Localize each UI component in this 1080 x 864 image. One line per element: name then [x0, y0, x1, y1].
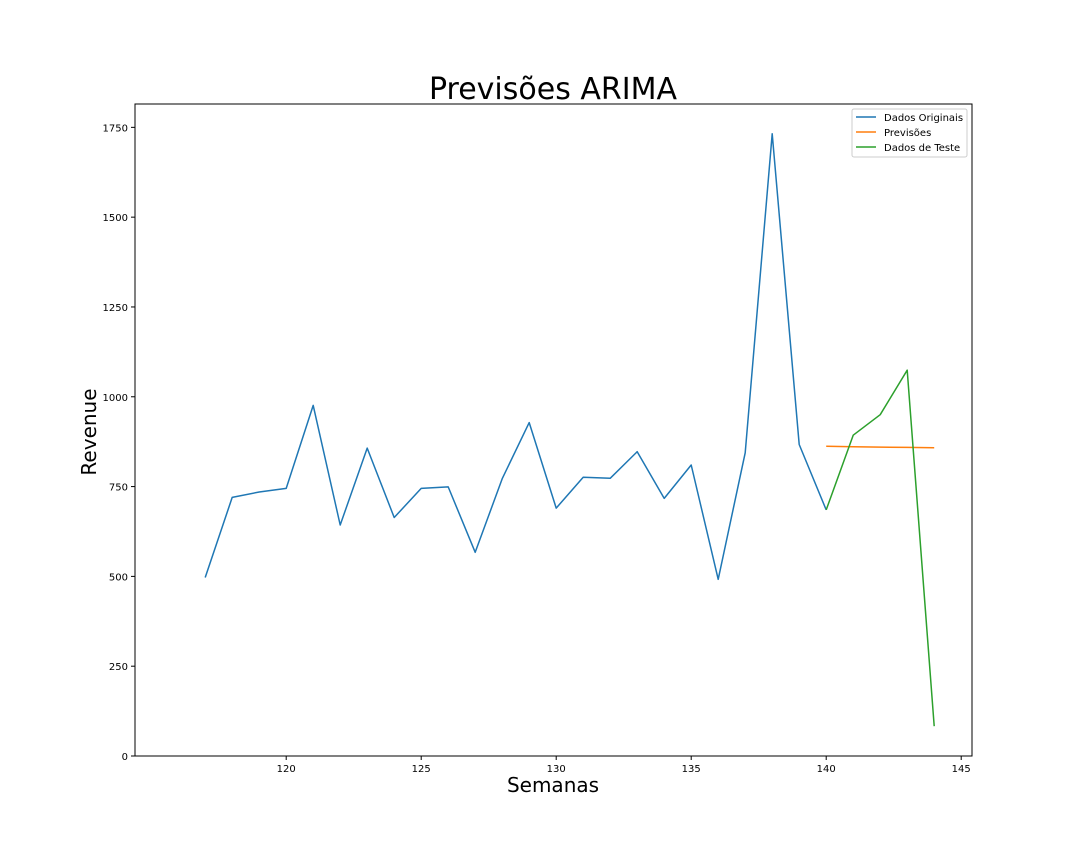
y-tick-label: 1750 [103, 123, 128, 134]
plot-area-frame [134, 103, 973, 757]
series-line-1 [204, 133, 827, 581]
x-axis-label: Semanas [507, 773, 599, 797]
x-axis-ticks: 120 125 130 135 140 145 [277, 756, 971, 775]
y-axis-ticks: 0 250 500 750 1000 1250 1500 1750 [103, 123, 135, 763]
chart-title: Previsões ARIMA [429, 72, 677, 107]
legend-box [851, 108, 968, 158]
x-tick-label: 125 [412, 764, 431, 775]
series-layer [204, 133, 935, 727]
x-tick-label: 120 [277, 764, 296, 775]
y-tick-label: 500 [109, 572, 128, 583]
legend-entry: Previsões [884, 128, 931, 139]
y-tick-label: 1500 [103, 213, 128, 224]
x-tick-label: 140 [817, 764, 836, 775]
x-tick-label: 135 [682, 764, 701, 775]
y-tick-label: 250 [109, 662, 128, 673]
x-tick-label: 130 [547, 764, 566, 775]
series-line-2 [826, 445, 935, 449]
x-tick-label: 145 [952, 764, 971, 775]
series-line-3 [825, 369, 935, 727]
y-axis-label: Revenue [77, 388, 101, 475]
legend-entry: Dados de Teste [884, 143, 960, 154]
y-tick-label: 1000 [103, 393, 128, 404]
y-tick-label: 0 [122, 752, 128, 763]
y-tick-label: 1250 [103, 303, 128, 314]
y-tick-label: 750 [109, 483, 128, 494]
legend-entry: Dados Originais [884, 113, 963, 124]
legend: Dados Originais Previsões Dados de Teste [851, 108, 968, 158]
